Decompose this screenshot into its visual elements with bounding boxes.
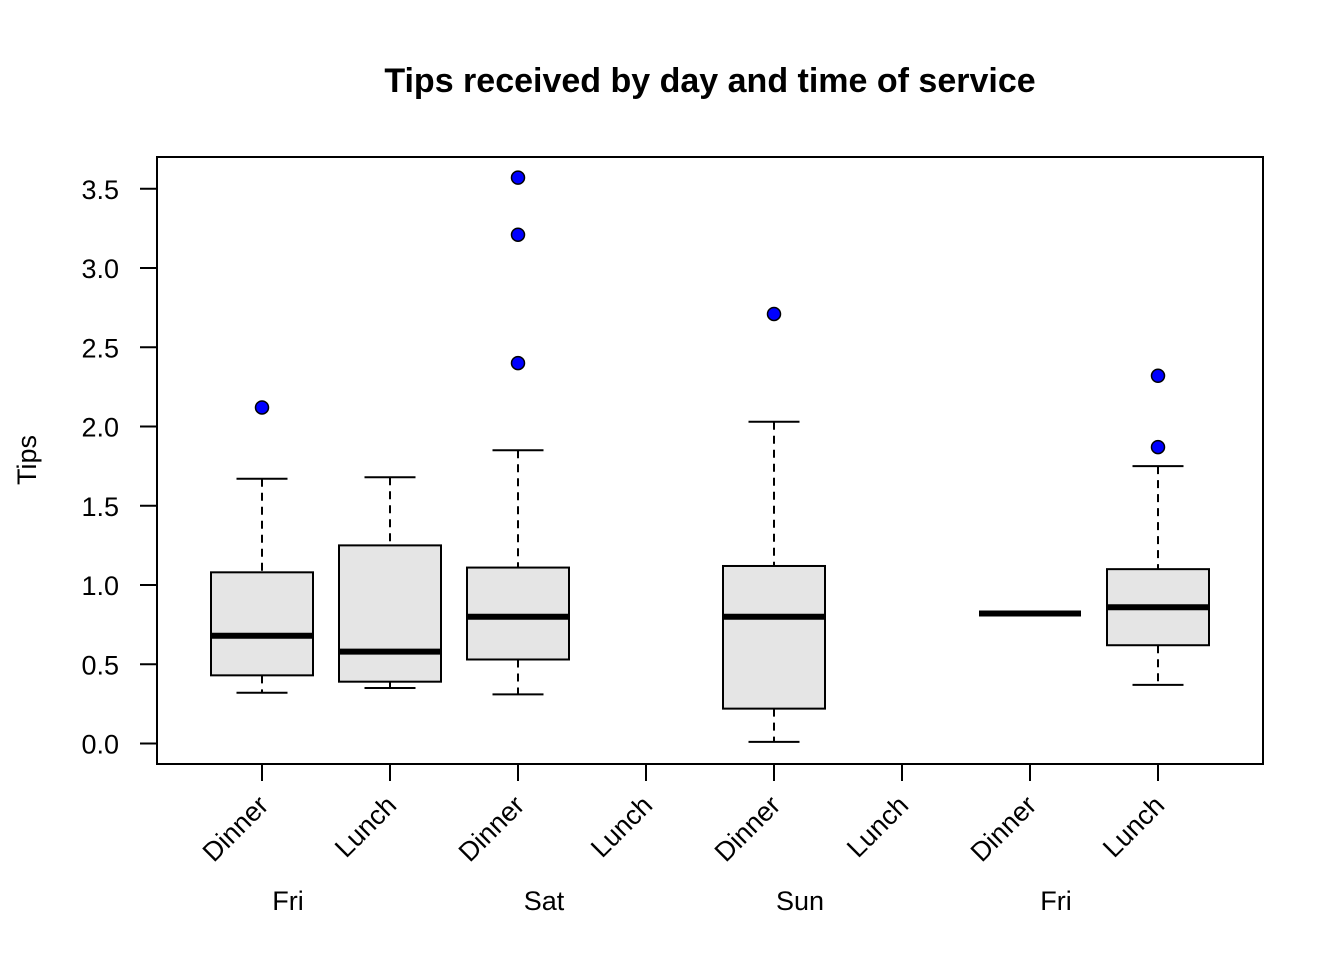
outlier-point	[1150, 439, 1166, 455]
box-fri-lunch	[1106, 368, 1210, 686]
box-fri-lunch	[338, 476, 442, 690]
plot-frame	[156, 156, 1264, 765]
group-label: Fri	[1040, 886, 1071, 916]
y-tick-label: 1.5	[81, 492, 119, 522]
x-tick-label: Dinner	[197, 790, 274, 867]
y-tick-label: 1.0	[81, 571, 119, 601]
box-iqr	[338, 544, 442, 683]
y-tick-label: 2.5	[81, 333, 119, 363]
y-tick-label: 0.5	[81, 650, 119, 680]
outlier-point	[1150, 368, 1166, 384]
outlier-point	[510, 355, 526, 371]
group-label: Sun	[776, 886, 824, 916]
y-axis: 0.0 0.5 1.0 1.5 2.0 2.5 3.0 3.5	[81, 175, 158, 760]
x-tick-label: Lunch	[1097, 790, 1170, 863]
y-axis-title: Tips	[12, 435, 42, 485]
x-tick-label: Dinner	[965, 790, 1042, 867]
group-label: Sat	[524, 886, 565, 916]
box-iqr	[466, 566, 570, 661]
outlier-point	[254, 400, 270, 415]
x-tick-label: Lunch	[841, 790, 914, 863]
x-tick-label: Lunch	[329, 790, 402, 863]
box-fri-dinner	[210, 400, 314, 694]
group-label: Fri	[272, 886, 303, 916]
outlier-point	[766, 306, 782, 322]
outlier-point	[510, 227, 526, 242]
outlier-point	[510, 170, 526, 185]
box-iqr	[210, 571, 314, 677]
chart-title: Tips received by day and time of service	[384, 62, 1035, 100]
x-tick-label: Lunch	[585, 790, 658, 863]
y-tick-label: 3.0	[81, 254, 119, 284]
y-tick-label: 2.0	[81, 413, 119, 443]
box-iqr	[722, 564, 826, 710]
box-sun-dinner	[722, 306, 826, 743]
x-tick-label: Dinner	[709, 790, 786, 867]
y-tick-label: 0.0	[81, 730, 119, 760]
x-axis: Dinner Lunch Dinner Lunch Dinner Lunch Dinner L…	[197, 763, 1170, 916]
box-layer	[210, 170, 1210, 743]
box-sat-dinner	[466, 170, 570, 696]
x-tick-label: Dinner	[453, 790, 530, 867]
y-tick-label: 3.5	[81, 175, 119, 205]
